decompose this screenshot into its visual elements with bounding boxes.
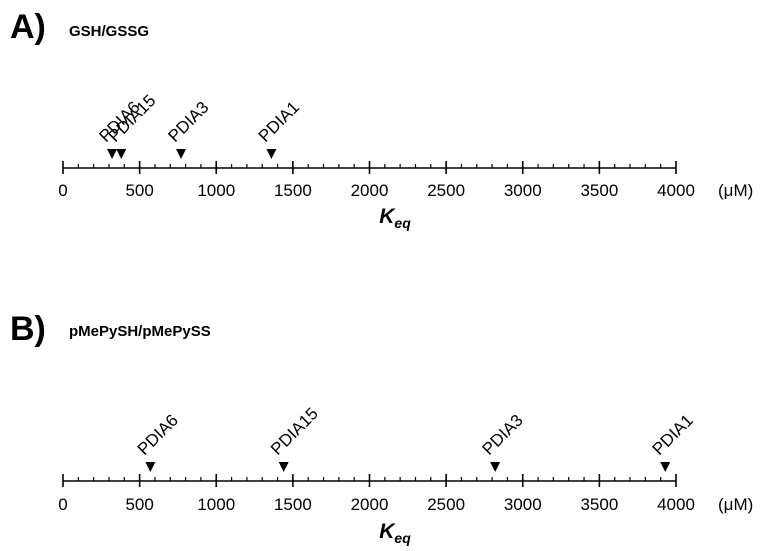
marker-pdia6	[145, 462, 156, 472]
unit-label: (μM)	[718, 181, 753, 200]
tick-label: 3000	[504, 181, 542, 200]
tick-label: 2000	[351, 181, 389, 200]
marker-label-pdia15: PDIA15	[267, 404, 322, 459]
marker-label-pdia1: PDIA1	[255, 98, 303, 146]
tick-label: 1500	[274, 181, 312, 200]
tick-label: 4000	[657, 181, 695, 200]
panel-b: B) pMePySH/pMePySS 0 500 1000 1500 2000 2500 300…	[10, 310, 753, 546]
tick-label: 2000	[351, 495, 389, 514]
marker-pdia1	[266, 149, 277, 159]
panel-letter: B)	[10, 310, 46, 348]
panel-a: A) GSH/GSSG 0 500 1000 1500 2000 2500 3000 3500 40…	[10, 8, 753, 231]
marker-label-pdia3: PDIA3	[164, 98, 212, 146]
marker-pdia6	[107, 149, 118, 159]
marker-pdia15	[278, 462, 289, 472]
x-axis-title-main: K	[379, 520, 396, 543]
tick-label: 0	[58, 181, 67, 200]
marker-pdia3	[176, 149, 187, 159]
tick-label: 3500	[580, 495, 618, 514]
x-axis-title: Keq	[379, 205, 411, 231]
tick-label: 2500	[427, 181, 465, 200]
tick-label: 500	[125, 495, 153, 514]
marker-label-pdia6: PDIA6	[134, 411, 182, 459]
panel-title: GSH/GSSG	[69, 23, 149, 40]
tick-label: 500	[125, 181, 153, 200]
tick-label: 4000	[657, 495, 695, 514]
x-axis-title: Keq	[379, 520, 411, 546]
marker-pdia15	[116, 149, 127, 159]
marker-pdia1	[660, 462, 671, 472]
unit-label: (μM)	[718, 495, 753, 514]
marker-label-pdia1: PDIA1	[649, 411, 697, 459]
panel-letter: A)	[10, 8, 46, 46]
tick-label: 3000	[504, 495, 542, 514]
tick-label: 1000	[197, 495, 235, 514]
x-axis-title-subscript: eq	[394, 530, 411, 546]
panel-title: pMePySH/pMePySS	[69, 323, 211, 340]
tick-label: 0	[58, 495, 67, 514]
marker-pdia3	[490, 462, 501, 472]
tick-label: 2500	[427, 495, 465, 514]
tick-label: 1000	[197, 181, 235, 200]
tick-label: 1500	[274, 495, 312, 514]
x-axis-title-main: K	[379, 205, 396, 228]
marker-label-pdia3: PDIA3	[479, 411, 527, 459]
tick-label: 3500	[580, 181, 618, 200]
x-axis-title-subscript: eq	[394, 215, 411, 231]
